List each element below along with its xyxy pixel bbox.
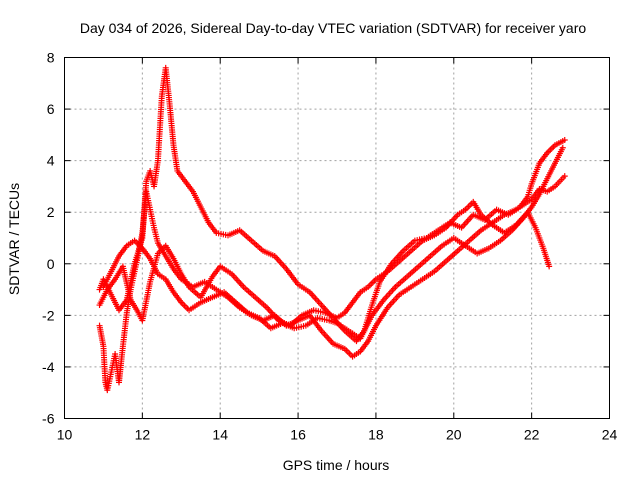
y-tick-label: -4 xyxy=(42,359,55,375)
x-tick-label: 12 xyxy=(135,427,151,443)
data-point xyxy=(559,144,566,151)
y-tick-label: 2 xyxy=(47,204,55,220)
x-tick-label: 18 xyxy=(368,427,384,443)
y-tick-label: 0 xyxy=(47,256,55,272)
x-tick-label: 24 xyxy=(602,427,618,443)
chart-title: Day 034 of 2026, Sidereal Day-to-day VTE… xyxy=(80,20,586,36)
series-track-4 xyxy=(100,144,566,342)
gridlines xyxy=(64,57,610,419)
series-track-3 xyxy=(96,198,553,329)
data-point xyxy=(546,263,553,270)
data-point xyxy=(561,173,568,180)
y-axis-title: SDTVAR / TECUs xyxy=(6,183,22,295)
x-tick-label: 22 xyxy=(524,427,540,443)
x-tick-label: 14 xyxy=(212,427,228,443)
y-tick-label: 8 xyxy=(47,50,55,66)
y-tick-label: 6 xyxy=(47,101,55,117)
plot-frame xyxy=(64,57,610,419)
x-tick-label: 10 xyxy=(57,427,73,443)
data-point xyxy=(561,137,568,144)
x-tick-label: 16 xyxy=(290,427,306,443)
y-tick-label: 4 xyxy=(47,153,55,169)
x-axis-title: GPS time / hours xyxy=(283,457,390,473)
data-marks xyxy=(96,64,568,394)
x-tick-label: 20 xyxy=(446,427,462,443)
y-tick-label: -6 xyxy=(42,411,55,427)
series-track-2 xyxy=(96,64,568,345)
y-tick-label: -2 xyxy=(42,307,55,323)
